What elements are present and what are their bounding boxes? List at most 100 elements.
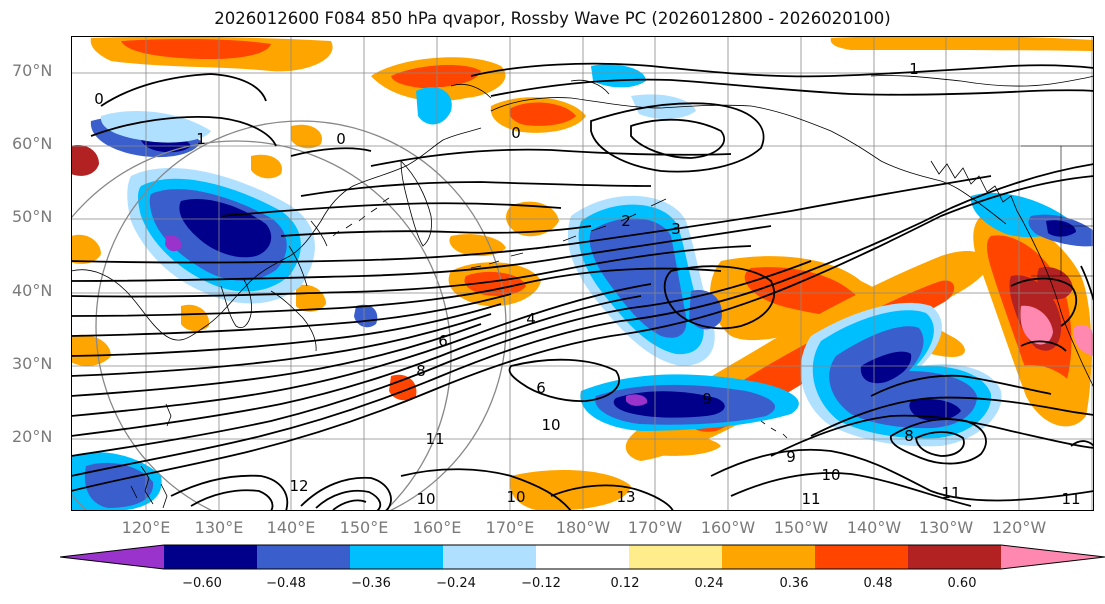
anomaly-navy-east [860, 351, 912, 384]
contour-line-9 [71, 293, 512, 337]
colorbar-segment [164, 545, 258, 569]
contour-line-32 [400, 468, 572, 511]
contour-label-15: 11 [941, 484, 960, 502]
lat-label-20: 20°N [12, 427, 53, 446]
lat-label-70: 70°N [12, 61, 53, 80]
contour-label-6: 2 [621, 212, 631, 230]
contour-line-16 [300, 181, 652, 197]
map-panel: 0 1 0 1 0 2 3 4 6 8 6 9 10 11 11 10 8 9 … [71, 36, 1094, 511]
contour-line-35 [730, 472, 972, 507]
anomaly-lightblue-nw [100, 111, 211, 143]
lon-label-160w: 160°W [700, 518, 756, 537]
anomaly-blue-central [589, 218, 687, 338]
contour-line-4 [71, 295, 642, 437]
contour-label-8: 4 [526, 310, 536, 328]
lon-label-150w: 150°W [773, 518, 829, 537]
colorbar-segment [350, 545, 444, 569]
anomaly-blue-central-b [689, 290, 722, 330]
anomaly-red-topleft [121, 39, 271, 60]
colorbar-extend-low [60, 545, 164, 569]
contour-line-2 [71, 163, 1094, 477]
contour-line-30 [170, 474, 289, 511]
coastlines [71, 75, 1094, 509]
colorbar-tick-label: 0.60 [947, 576, 977, 591]
contour-label-20: 11 [801, 490, 820, 508]
contour-line-34 [710, 448, 1094, 502]
contour-label-5: 0 [511, 124, 521, 142]
contour-label-22: 13 [616, 488, 635, 506]
contour-label-4: 1 [909, 60, 919, 78]
contour-label-2: 1 [196, 130, 206, 148]
lat-label-60: 60°N [12, 134, 53, 153]
colorbar-tick-label: −0.12 [521, 576, 561, 591]
colorbar-tick-label: −0.24 [436, 576, 476, 591]
anomaly-orange-south-right [1020, 365, 1081, 411]
contour-line-7 [71, 313, 492, 377]
colorbar-extend-high [1001, 545, 1105, 569]
contour-line-26 [508, 358, 620, 402]
contour-line-3 [71, 260, 812, 457]
lon-label-130w: 130°W [918, 518, 974, 537]
state-borders [1021, 145, 1094, 277]
colorbar-tick-label: −0.60 [182, 576, 222, 591]
lon-label-140w: 140°W [846, 518, 902, 537]
reference-circles [71, 120, 507, 511]
contour-label-19: 10 [416, 490, 435, 508]
lon-label-120e: 120°E [121, 518, 171, 537]
colorbar-segment [815, 545, 909, 569]
contour-label-1: 0 [94, 90, 104, 108]
colorbar-tick-label: 0.24 [694, 576, 724, 591]
contour-line-33 [550, 484, 674, 511]
contour-line-13 [71, 175, 992, 264]
anomaly-orange-left-mid [71, 334, 111, 366]
contour-label-14: 11 [425, 430, 444, 448]
pc-contours [71, 62, 1094, 511]
contour-label-17: 8 [904, 427, 914, 445]
anomaly-orange-east-siberia [251, 154, 282, 179]
lon-label-180w: 180°W [555, 518, 611, 537]
anomaly-orange-south-central [629, 434, 721, 456]
contour-line-10 [71, 267, 722, 317]
anomaly-darkred-left-edge [71, 145, 99, 176]
contour-line-1 [71, 175, 1094, 492]
anomaly-orange-left-edge [71, 234, 101, 264]
contour-line-28 [315, 489, 382, 511]
contour-label-16: 10 [821, 466, 840, 484]
contour-line-8 [71, 303, 502, 357]
contour-label-12: 9 [702, 390, 712, 408]
contour-label-23: 10 [506, 488, 525, 506]
colorbar-segment [257, 545, 351, 569]
qvapor-fill-layer [71, 36, 1094, 511]
anomaly-pink-west-coast [1020, 305, 1053, 345]
contour-label-13: 10 [541, 416, 560, 434]
coast-alaska [490, 97, 1007, 225]
colorbar-segment [536, 545, 630, 569]
anomaly-orange-korea [181, 304, 210, 332]
contour-line-43 [1020, 340, 1067, 352]
anomaly-red-ne-pacific [744, 267, 862, 317]
coast-kamchatka [400, 160, 432, 247]
anomaly-purple-jet [626, 394, 648, 406]
contour-line-14 [280, 225, 592, 237]
anomaly-pink-far-right [1073, 324, 1094, 356]
anomaly-cyan-arctic [416, 87, 452, 125]
contour-line-23 [90, 116, 277, 147]
lat-label-40: 40°N [12, 281, 53, 300]
anomaly-lightblue-bering [631, 94, 696, 119]
anomaly-blue-west-small [354, 304, 378, 328]
contour-label-10: 8 [416, 362, 426, 380]
anomaly-cyan-arctic-b [591, 64, 646, 88]
contour-line-31 [190, 489, 274, 511]
contour-label-24: 11 [1061, 490, 1080, 508]
contour-line-27 [300, 476, 392, 511]
contour-line-39 [889, 418, 987, 465]
coast-hawaii [760, 420, 788, 439]
contour-line-11 [71, 245, 752, 298]
graticule [71, 36, 1094, 511]
anomaly-navy-east-b [909, 399, 961, 421]
colorbar-tick-label: −0.36 [351, 576, 391, 591]
contour-line-38 [870, 374, 1052, 397]
anomaly-darkred-far-right [1037, 267, 1073, 300]
contour-label-11: 6 [536, 379, 546, 397]
lon-label-170w: 170°W [627, 518, 683, 537]
